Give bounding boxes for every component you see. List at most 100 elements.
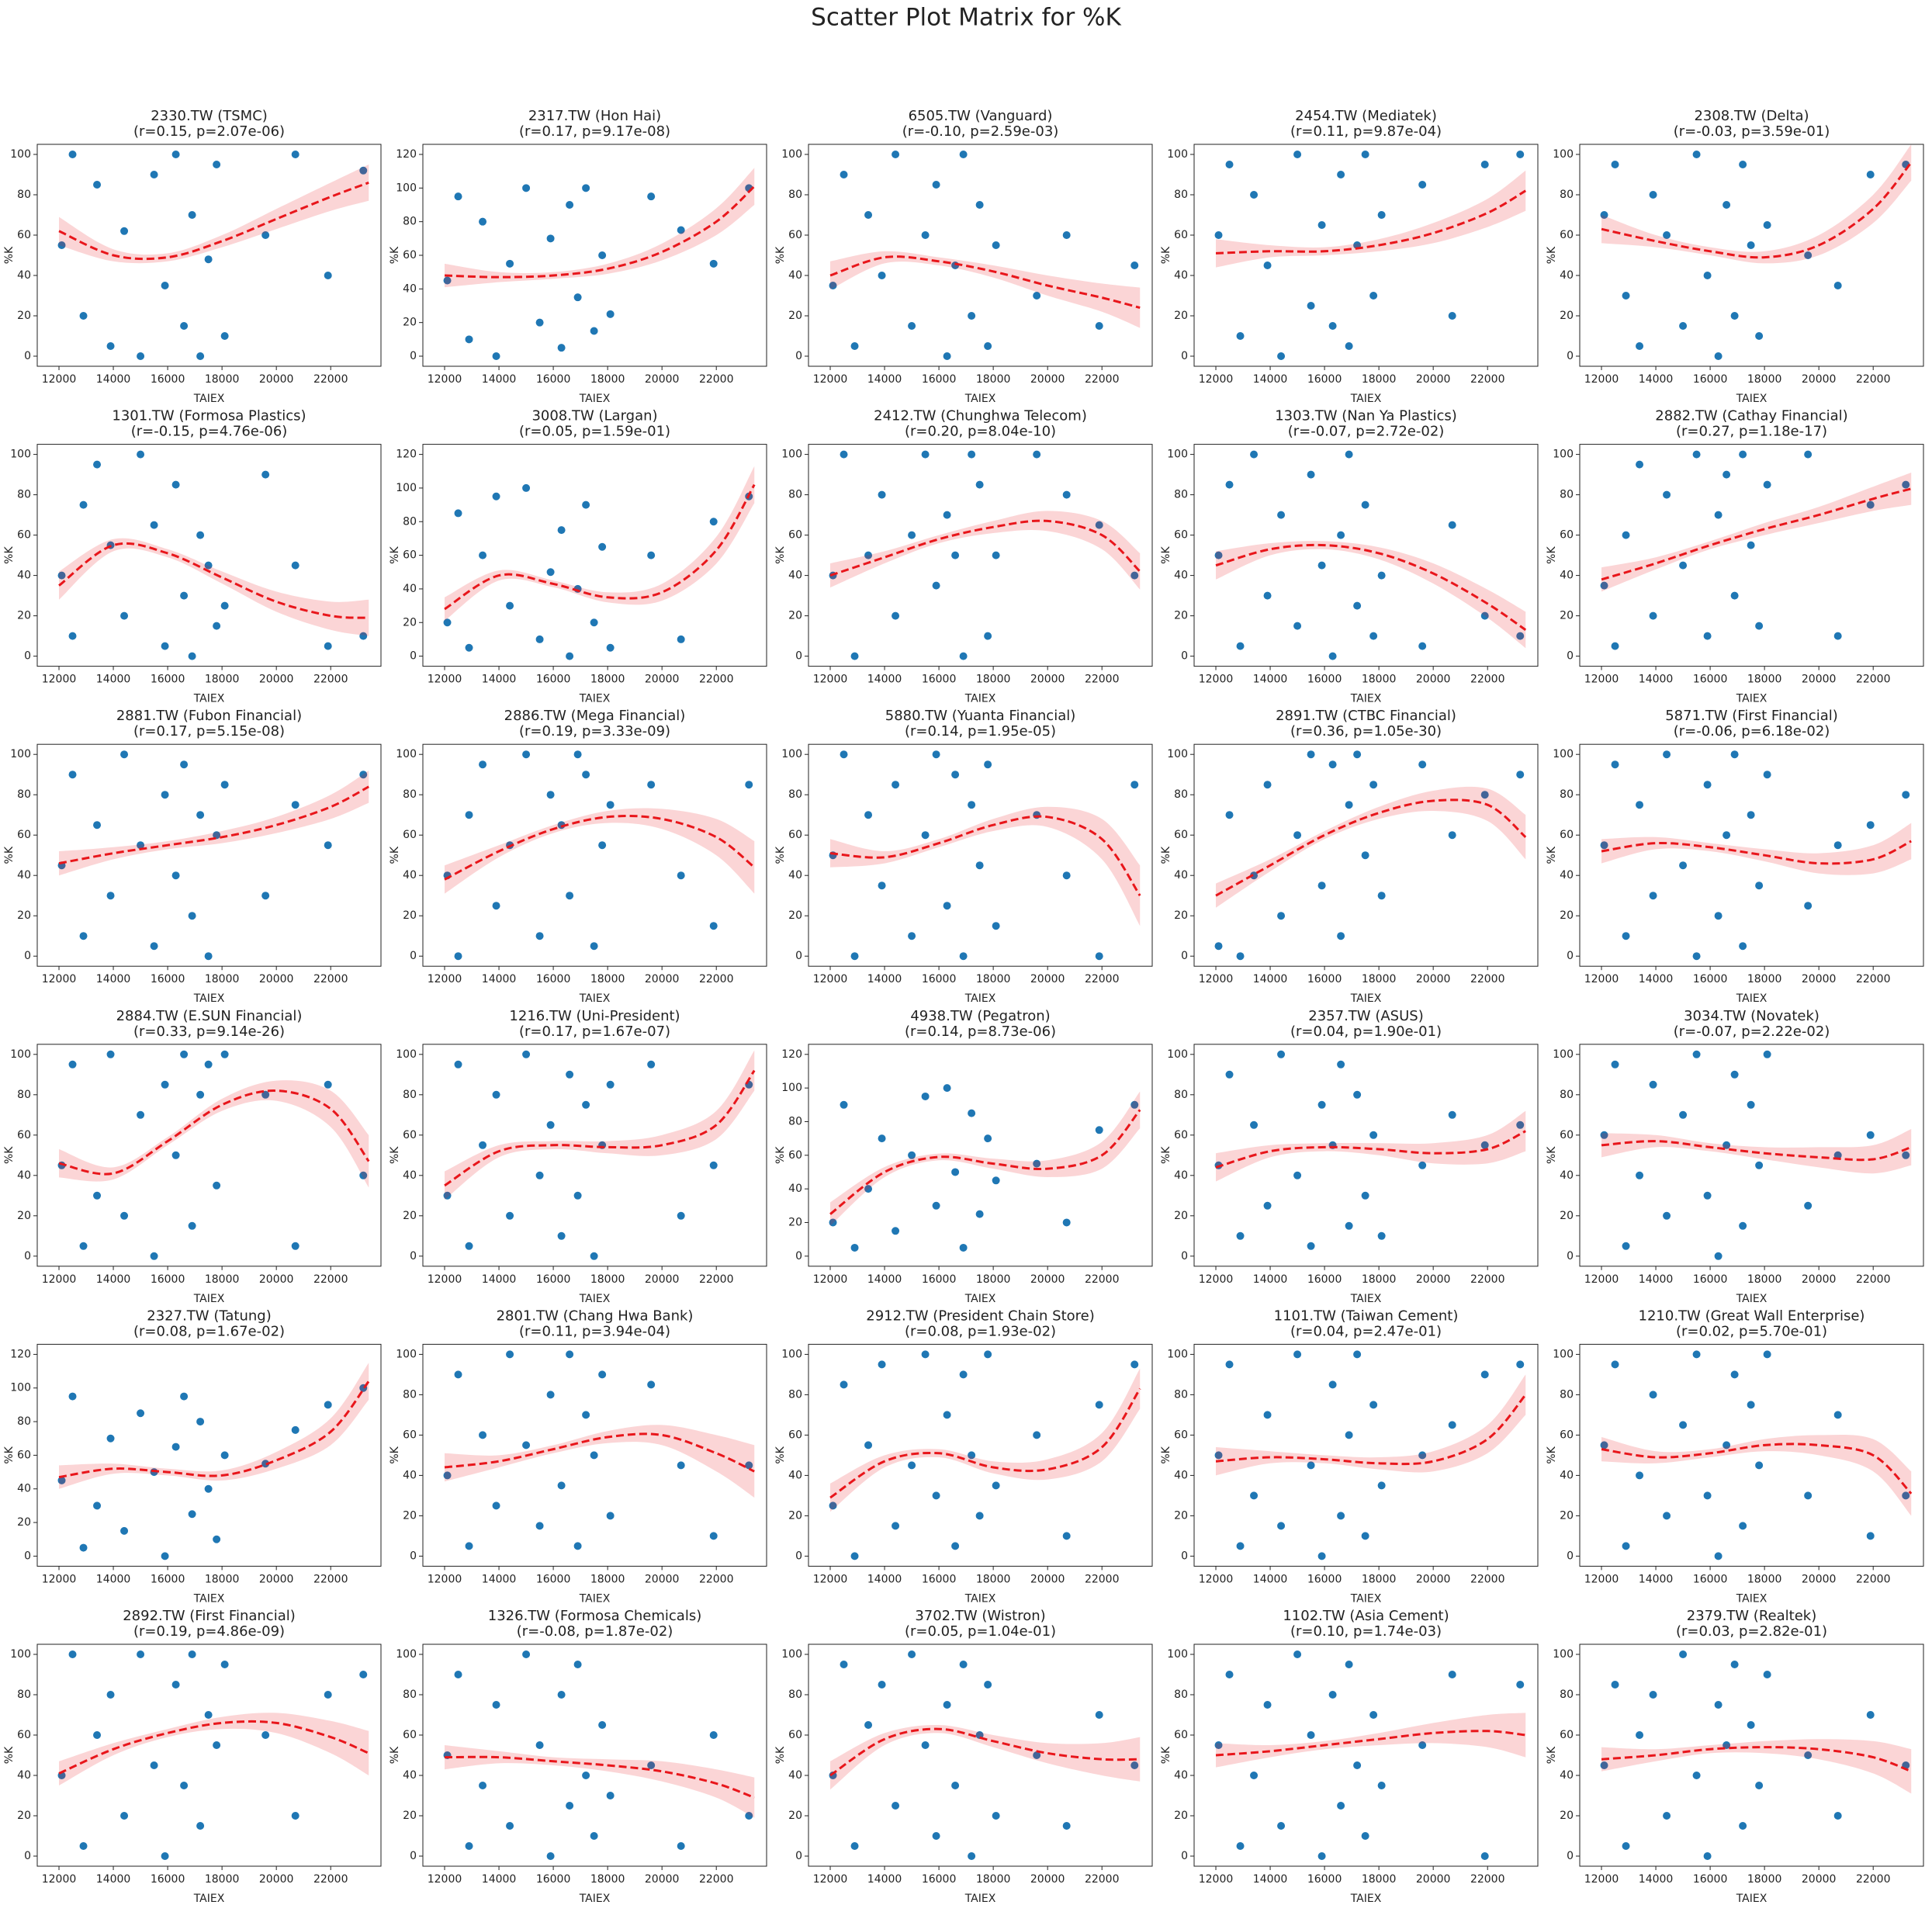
y-tick-label: 20 bbox=[1174, 1810, 1188, 1822]
x-tick-label: 18000 bbox=[1747, 1573, 1782, 1585]
point bbox=[1648, 1690, 1658, 1699]
y-tick-label: 20 bbox=[17, 310, 31, 322]
y-tick-label: 20 bbox=[403, 317, 417, 329]
point bbox=[1352, 1089, 1362, 1100]
y-tick-label: 100 bbox=[10, 748, 31, 760]
subplot-subtitle: (r=0.33, p=9.14e-26) bbox=[133, 1024, 285, 1040]
point bbox=[864, 210, 874, 220]
y-tick-label: 100 bbox=[1553, 748, 1574, 760]
y-tick-label: 0 bbox=[1181, 1250, 1188, 1262]
x-tick-label: 14000 bbox=[96, 1873, 131, 1886]
point bbox=[975, 200, 985, 210]
x-tick-label: 22000 bbox=[1856, 674, 1891, 686]
y-tick-label: 100 bbox=[781, 1348, 802, 1360]
y-tick-label: 0 bbox=[795, 1550, 802, 1562]
point bbox=[942, 1083, 952, 1093]
point bbox=[967, 311, 977, 320]
x-tick-label: 16000 bbox=[536, 674, 571, 686]
point bbox=[1376, 1481, 1387, 1491]
point bbox=[864, 1720, 874, 1730]
point bbox=[358, 1670, 369, 1679]
subplot-subtitle: (r=0.19, p=3.33e-09) bbox=[519, 723, 670, 739]
axes-frame bbox=[422, 444, 767, 667]
point bbox=[212, 1740, 222, 1750]
y-tick-label: 80 bbox=[403, 515, 417, 528]
point bbox=[187, 210, 197, 220]
confidence-band bbox=[59, 1713, 369, 1786]
point bbox=[196, 1417, 206, 1427]
x-axis-label: TAIEX bbox=[193, 1293, 225, 1305]
point bbox=[646, 1380, 656, 1390]
point bbox=[1722, 1140, 1732, 1150]
x-tick-label: 16000 bbox=[151, 1573, 185, 1585]
point bbox=[78, 500, 88, 510]
point bbox=[1833, 1811, 1843, 1820]
point bbox=[1762, 220, 1772, 230]
point bbox=[942, 1700, 952, 1709]
point bbox=[1418, 641, 1428, 651]
confidence-band bbox=[445, 466, 755, 622]
y-tick-label: 100 bbox=[781, 1082, 802, 1094]
y-tick-label: 60 bbox=[788, 529, 802, 542]
y-tick-label: 0 bbox=[795, 950, 802, 962]
point bbox=[942, 901, 952, 911]
y-tick-label: 80 bbox=[788, 1388, 802, 1401]
y-tick-label: 80 bbox=[1174, 1089, 1188, 1101]
y-tick-label: 0 bbox=[1567, 1850, 1574, 1862]
point bbox=[203, 951, 213, 961]
axes-frame bbox=[808, 1343, 1153, 1567]
point bbox=[478, 1140, 488, 1150]
point bbox=[1702, 780, 1712, 790]
x-tick-label: 18000 bbox=[976, 373, 1011, 386]
x-tick-label: 22000 bbox=[1856, 373, 1891, 386]
subplot-subtitle: (r=0.20, p=8.04e-10) bbox=[905, 424, 1056, 440]
subplot-title: 1303.TW (Nan Ya Plastics) bbox=[1275, 408, 1457, 424]
point bbox=[119, 611, 130, 621]
x-tick-label: 22000 bbox=[313, 674, 348, 686]
x-axis-label: TAIEX bbox=[579, 1592, 611, 1605]
point bbox=[850, 1551, 860, 1561]
y-tick-label: 40 bbox=[17, 1483, 31, 1495]
point bbox=[1662, 1211, 1672, 1221]
subplot-subtitle: (r=0.19, p=4.86e-09) bbox=[133, 1623, 285, 1640]
y-tick-label: 100 bbox=[1553, 148, 1574, 161]
subplot-subtitle: (r=0.11, p=3.94e-04) bbox=[519, 1323, 670, 1339]
point bbox=[877, 490, 887, 500]
x-tick-label: 22000 bbox=[699, 674, 734, 686]
fit-line bbox=[829, 1727, 1141, 1777]
point bbox=[1754, 881, 1764, 891]
x-tick-label: 20000 bbox=[1416, 973, 1451, 985]
point bbox=[1738, 1521, 1748, 1531]
point bbox=[1061, 230, 1072, 240]
axes-frame bbox=[36, 1343, 382, 1567]
point bbox=[1662, 750, 1672, 760]
y-tick-label: 40 bbox=[788, 269, 802, 282]
point bbox=[1360, 1190, 1370, 1200]
x-tick-label: 12000 bbox=[1584, 1273, 1619, 1286]
x-tick-label: 12000 bbox=[42, 973, 77, 985]
point bbox=[839, 1100, 849, 1110]
y-tick-label: 120 bbox=[396, 449, 417, 461]
point bbox=[646, 192, 656, 202]
point bbox=[478, 760, 488, 770]
point bbox=[581, 183, 591, 193]
point bbox=[573, 1660, 583, 1669]
subplot-title: 2801.TW (Chang Hwa Bank) bbox=[497, 1308, 694, 1324]
subplot-subtitle: (r=0.08, p=1.93e-02) bbox=[905, 1323, 1056, 1339]
point bbox=[967, 1108, 977, 1118]
x-tick-label: 16000 bbox=[536, 1273, 571, 1286]
point bbox=[68, 770, 78, 780]
point bbox=[565, 651, 575, 661]
point bbox=[907, 1460, 917, 1470]
point bbox=[1729, 1069, 1740, 1079]
point bbox=[1224, 160, 1234, 169]
y-tick-label: 80 bbox=[1560, 489, 1574, 501]
point bbox=[1369, 1400, 1379, 1410]
point bbox=[864, 1184, 874, 1194]
point bbox=[171, 871, 181, 881]
point bbox=[545, 234, 556, 244]
point bbox=[1293, 1650, 1303, 1659]
y-tick-label: 20 bbox=[403, 1210, 417, 1222]
point bbox=[850, 951, 860, 961]
point bbox=[106, 1433, 116, 1443]
